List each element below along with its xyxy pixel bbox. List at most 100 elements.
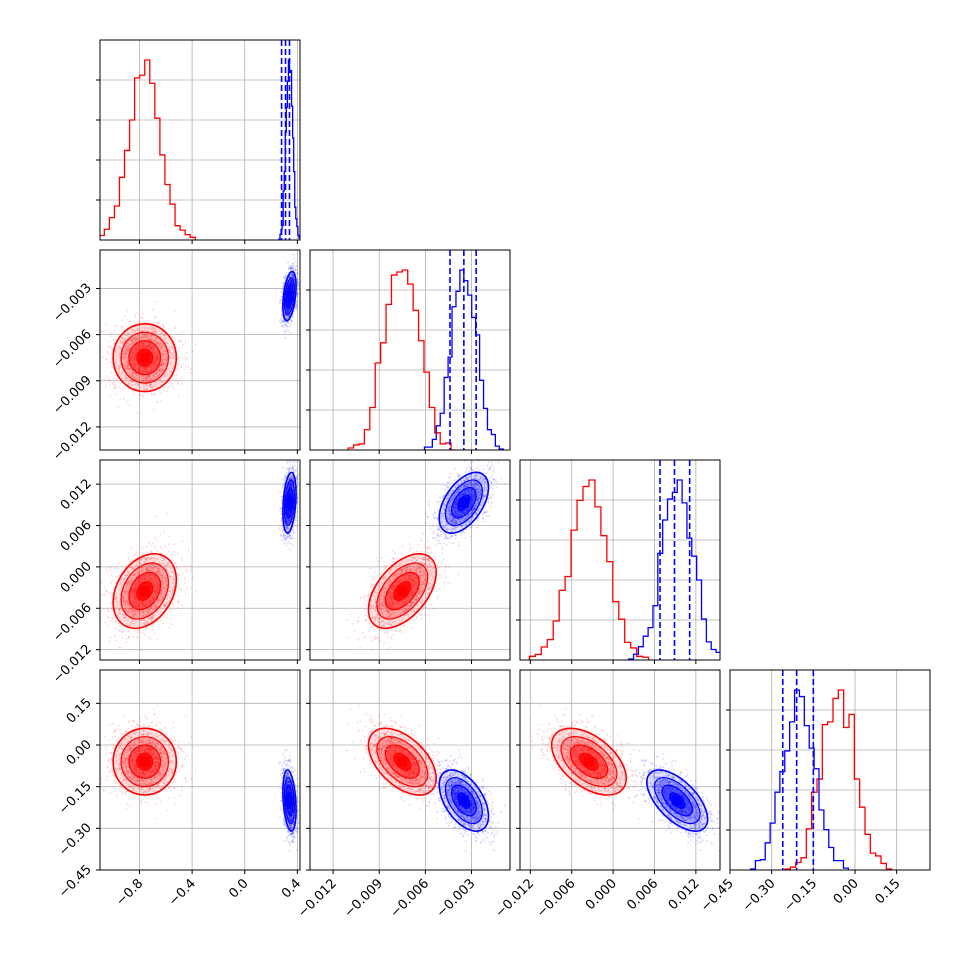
scatter-point bbox=[153, 557, 156, 560]
scatter-point bbox=[149, 601, 152, 604]
scatter-point bbox=[290, 278, 293, 281]
scatter-point bbox=[155, 547, 158, 550]
scatter-point bbox=[123, 600, 126, 602]
scatter-point bbox=[160, 556, 163, 558]
scatter-point bbox=[148, 564, 151, 567]
scatter-point bbox=[126, 348, 129, 351]
scatter-point bbox=[140, 370, 142, 372]
scatter-point bbox=[132, 596, 135, 599]
scatter-point bbox=[120, 618, 122, 621]
scatter-point bbox=[288, 492, 291, 494]
scatter-point bbox=[143, 578, 146, 581]
panel-1-1 bbox=[306, 250, 510, 454]
scatter-point bbox=[136, 350, 139, 353]
scatter-point bbox=[112, 378, 114, 381]
scatter-point bbox=[144, 618, 146, 621]
scatter-point bbox=[290, 275, 293, 278]
scatter-point bbox=[127, 333, 130, 335]
scatter-point bbox=[158, 582, 161, 585]
scatter-point bbox=[127, 582, 130, 585]
scatter-point bbox=[137, 370, 140, 373]
scatter-point bbox=[150, 618, 153, 621]
scatter-point bbox=[151, 345, 153, 348]
scatter-point bbox=[115, 600, 118, 603]
scatter-point bbox=[129, 608, 132, 610]
scatter-point bbox=[124, 350, 127, 353]
scatter-point bbox=[152, 583, 155, 586]
scatter-point bbox=[292, 273, 295, 276]
scatter-point bbox=[150, 345, 152, 348]
scatter-point bbox=[153, 566, 156, 569]
scatter-point bbox=[149, 370, 151, 373]
scatter-point bbox=[118, 366, 121, 368]
scatter-point bbox=[142, 332, 145, 335]
scatter-point bbox=[155, 372, 158, 375]
scatter-point bbox=[142, 604, 145, 607]
scatter-point bbox=[134, 614, 137, 616]
scatter-point bbox=[160, 363, 163, 366]
scatter-point bbox=[110, 620, 113, 622]
scatter-point bbox=[184, 341, 187, 344]
scatter-point bbox=[146, 345, 148, 348]
scatter-point bbox=[151, 345, 154, 348]
scatter-point bbox=[138, 581, 141, 584]
scatter-point bbox=[156, 354, 159, 357]
scatter-point bbox=[172, 387, 175, 390]
scatter-point bbox=[154, 350, 157, 353]
scatter-point bbox=[297, 272, 299, 274]
scatter-point bbox=[138, 578, 141, 581]
scatter-point bbox=[162, 575, 165, 578]
scatter-point bbox=[152, 351, 155, 353]
scatter-point bbox=[140, 336, 143, 338]
scatter-point bbox=[171, 385, 174, 388]
scatter-point bbox=[131, 587, 134, 590]
scatter-point bbox=[134, 347, 137, 350]
scatter-point bbox=[279, 318, 282, 321]
scatter-point bbox=[125, 367, 128, 370]
scatter-point bbox=[139, 387, 142, 389]
scatter-point bbox=[154, 365, 157, 367]
scatter-point bbox=[124, 610, 127, 613]
scatter-point bbox=[156, 358, 159, 361]
scatter-point bbox=[285, 309, 288, 311]
scatter-point bbox=[138, 338, 141, 341]
scatter-point bbox=[105, 358, 108, 361]
scatter-point bbox=[118, 357, 121, 359]
scatter-point bbox=[160, 353, 163, 356]
scatter-point bbox=[152, 362, 155, 365]
scatter-point bbox=[128, 374, 131, 377]
scatter-point bbox=[149, 551, 152, 553]
scatter-point bbox=[154, 393, 156, 395]
scatter-point bbox=[103, 378, 106, 381]
scatter-point bbox=[121, 337, 123, 339]
scatter-point bbox=[150, 345, 153, 348]
scatter-point bbox=[153, 384, 156, 386]
scatter-point bbox=[279, 299, 281, 302]
scatter-point bbox=[143, 604, 146, 606]
scatter-point bbox=[149, 599, 151, 601]
scatter-point bbox=[152, 352, 155, 355]
scatter-point bbox=[148, 385, 151, 388]
scatter-point bbox=[124, 607, 127, 610]
scatter-point bbox=[153, 328, 156, 331]
scatter-point bbox=[173, 375, 176, 377]
scatter-point bbox=[146, 573, 148, 576]
scatter-point bbox=[154, 377, 156, 380]
scatter-point bbox=[157, 344, 160, 347]
scatter-point bbox=[287, 309, 290, 312]
scatter-point bbox=[151, 577, 154, 580]
scatter-point bbox=[133, 362, 136, 365]
scatter-point bbox=[166, 597, 169, 600]
scatter-point bbox=[106, 350, 109, 353]
scatter-point bbox=[126, 365, 129, 368]
scatter-point bbox=[289, 286, 292, 289]
scatter-point bbox=[153, 591, 156, 594]
scatter-point bbox=[136, 636, 139, 639]
scatter-point bbox=[140, 395, 143, 397]
scatter-point bbox=[154, 360, 156, 363]
scatter-point bbox=[120, 388, 123, 391]
scatter-point bbox=[168, 349, 170, 351]
scatter-point bbox=[160, 381, 163, 383]
scatter-point bbox=[146, 620, 149, 623]
scatter-point bbox=[123, 387, 125, 390]
